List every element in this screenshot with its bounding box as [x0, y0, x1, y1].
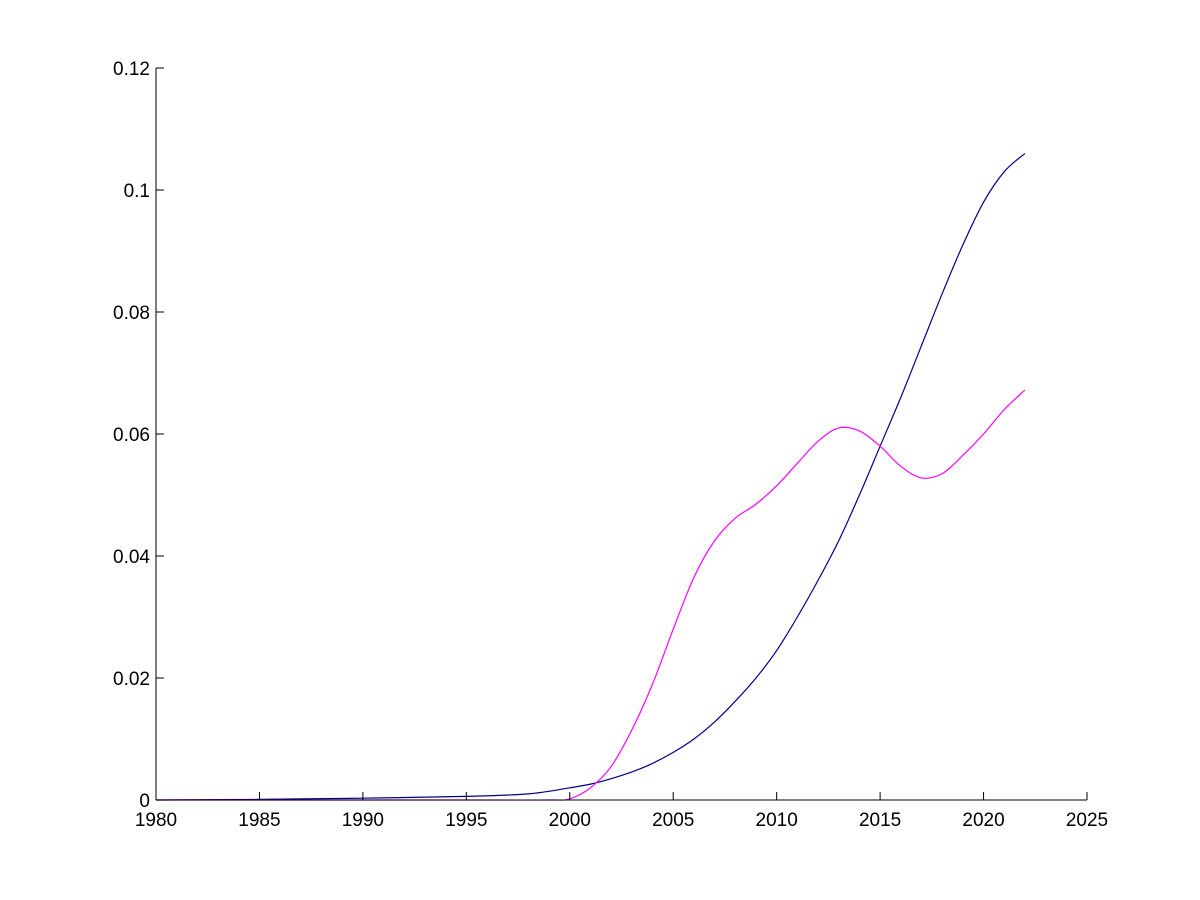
y-tick-label: 0.1: [124, 181, 150, 202]
x-tick-label: 2005: [652, 810, 694, 831]
y-tick-label: 0.02: [113, 669, 150, 690]
x-tick-label: 1995: [445, 810, 487, 831]
series-layer: [155, 152, 1026, 801]
x-tick-label: 2015: [859, 810, 901, 831]
y-tick-label: 0.08: [113, 303, 150, 324]
y-tick-label: 0.04: [113, 547, 150, 568]
series-line-1: [155, 152, 1026, 801]
series-line-2: [156, 389, 1026, 801]
axes: 1980 1985 1990 1995 2000 2005 2010 2015 2020 2025…: [113, 59, 1108, 831]
x-tick-label: 1980: [135, 810, 177, 831]
x-tick-label: 1990: [342, 810, 384, 831]
x-tick-label: 2020: [962, 810, 1004, 831]
x-tick-label: 2010: [756, 810, 798, 831]
y-tick-label: 0: [139, 791, 150, 812]
y-tick-label: 0.06: [113, 425, 150, 446]
x-tick-label: 2000: [549, 810, 591, 831]
x-tick-label: 1985: [238, 810, 280, 831]
x-tick-label: 2025: [1066, 810, 1108, 831]
y-tick-label: 0.12: [113, 59, 150, 80]
